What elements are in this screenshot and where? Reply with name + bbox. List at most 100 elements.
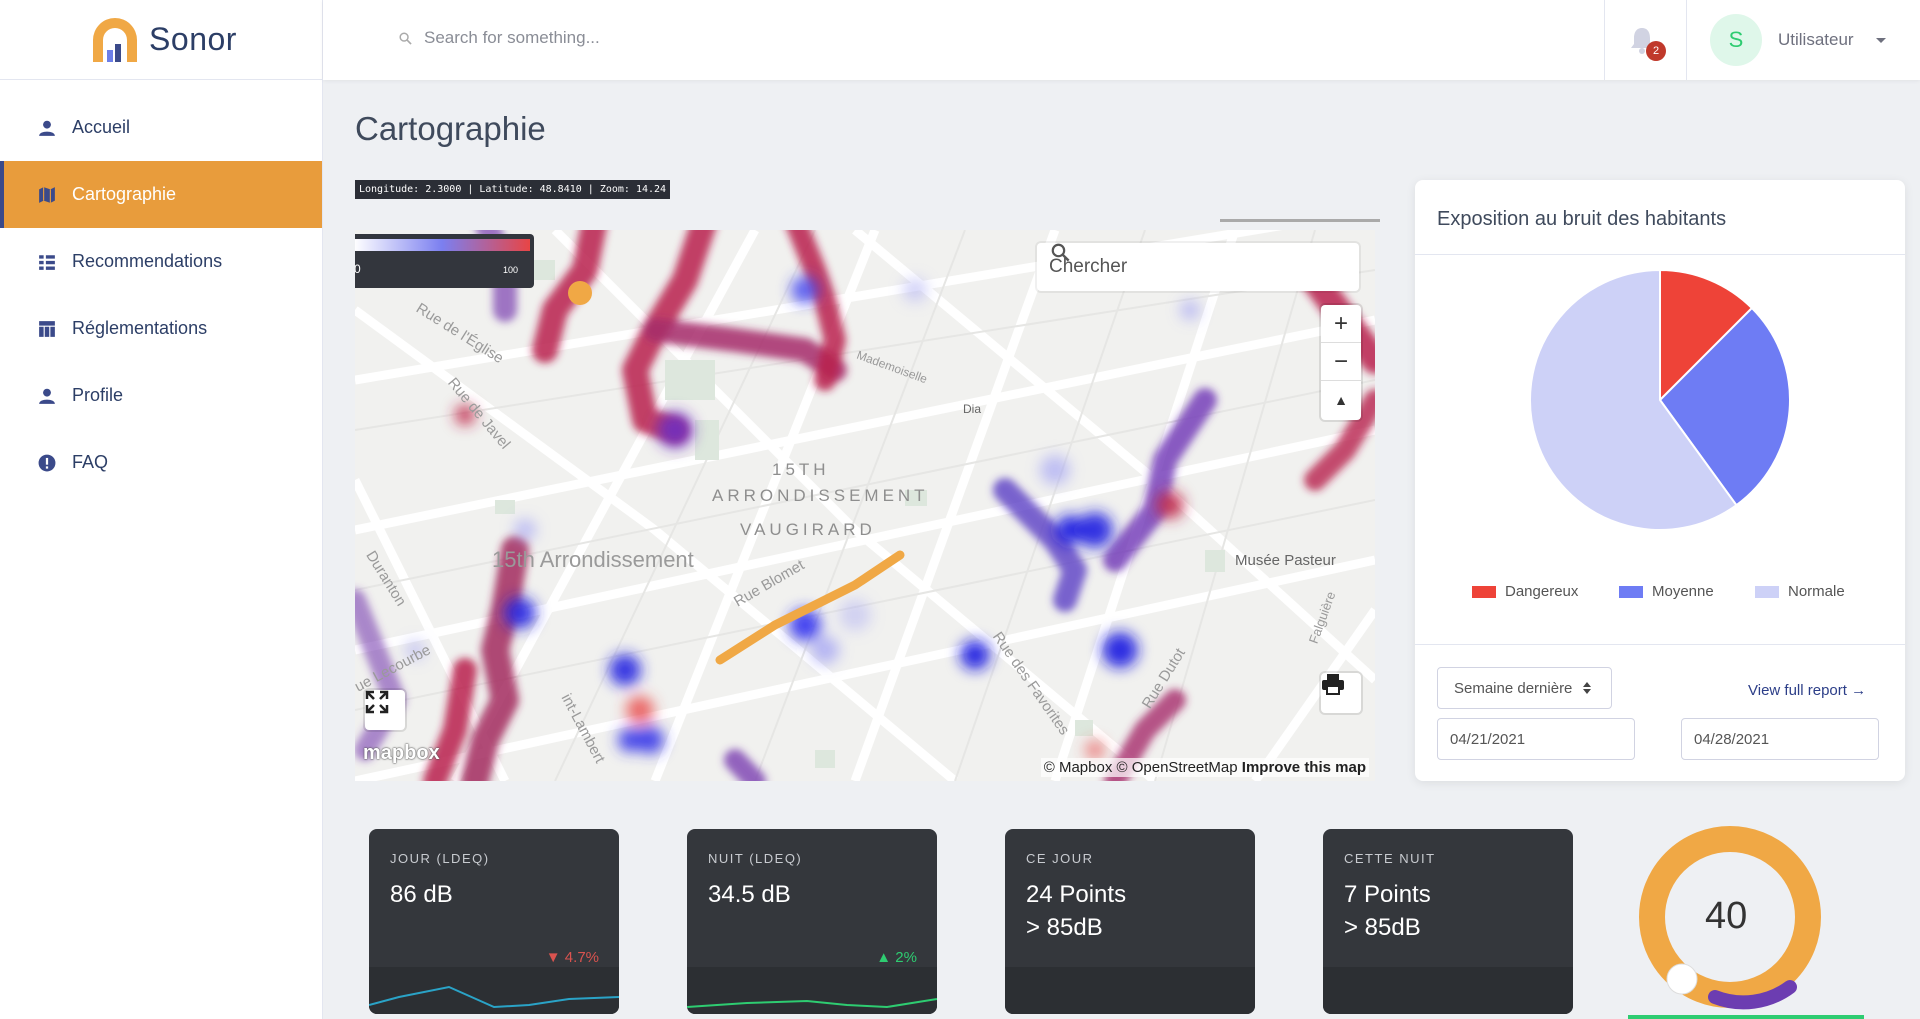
map-label: 15TH <box>772 460 830 479</box>
sidebar-item-label: Profile <box>72 385 124 405</box>
stat-trend: ▲ 2% <box>876 949 917 966</box>
stat-card-nuit: NUIT (LDEQ) 34.5 dB ▲ 2% <box>687 829 937 1014</box>
sparkline <box>687 967 937 1014</box>
stat-value-line2: > 85dB <box>1026 914 1103 941</box>
map-color-legend: 0 100 <box>355 234 534 288</box>
legend-label: Moyenne <box>1652 583 1714 600</box>
stat-card-ce-jour: CE JOUR 24 Points > 85dB <box>1005 829 1255 1014</box>
gauge-value: 40 <box>1705 895 1748 937</box>
username-dropdown[interactable]: Utilisateur <box>1778 30 1854 49</box>
sparkline <box>1323 967 1573 1014</box>
sidebar-item-profile[interactable]: Profile <box>0 362 322 429</box>
map-search <box>1037 243 1359 291</box>
map-icon <box>39 186 55 203</box>
noise-heat-spots <box>405 276 1200 760</box>
period-select[interactable]: Semaine dernière <box>1437 667 1612 709</box>
zoom-out-button[interactable]: − <box>1321 343 1361 381</box>
sidebar-item-label: Cartographie <box>72 184 177 204</box>
stat-card-jour: JOUR (LDEQ) 86 dB ▼ 4.7% <box>369 829 619 1014</box>
selected-route-trace[interactable] <box>715 550 905 665</box>
stat-trend: ▼ 4.7% <box>545 949 599 966</box>
legend-item-dangereux: Dangereux <box>1472 583 1578 600</box>
attribution-osm[interactable]: © Mapbox © OpenStreetMap <box>1043 759 1238 776</box>
exposure-pie-chart <box>1529 270 1791 531</box>
mapbox-logo[interactable]: mapbox <box>363 742 440 764</box>
stat-value-line1: 24 Points <box>1026 881 1127 908</box>
exposure-card: Exposition au bruit des habitants Danger… <box>1415 180 1905 781</box>
search-icon <box>399 31 412 45</box>
score-gauge <box>1639 826 1821 1010</box>
gauge-knob[interactable] <box>1666 963 1698 995</box>
sidebar-item-reglementations[interactable]: Réglementations <box>0 295 322 362</box>
stat-value: 34.5 dB <box>708 881 791 908</box>
stat-label: NUIT (LDEQ) <box>708 851 803 866</box>
view-full-report-link[interactable]: View full report → <box>1748 682 1867 699</box>
date-start-input[interactable]: 04/21/2021 <box>1437 718 1635 760</box>
sidebar: Sonor Accueil Cartographie Recommendatio… <box>0 0 323 1019</box>
improve-map-link[interactable]: Improve this map <box>1241 759 1366 776</box>
legend-swatch <box>1472 585 1496 598</box>
date-end-input[interactable]: 04/28/2021 <box>1681 718 1879 760</box>
legend-item-normale: Normale <box>1755 583 1845 600</box>
map-attribution: © Mapbox © OpenStreetMap Improve this ma… <box>1040 758 1369 777</box>
map-label: VAUGIRARD <box>740 520 876 539</box>
sidebar-item-accueil[interactable]: Accueil <box>0 94 322 161</box>
expand-icon <box>365 690 389 714</box>
info-circle-icon <box>38 454 56 471</box>
legend-swatch <box>1755 585 1779 598</box>
stat-value: 86 dB <box>390 881 453 908</box>
avatar[interactable]: S <box>1710 14 1762 66</box>
legend-item-moyenne: Moyenne <box>1619 583 1714 600</box>
map-search-input[interactable] <box>1049 256 1289 278</box>
map-zoom-control: + − ▲ <box>1321 305 1361 420</box>
topbar-divider <box>1604 0 1605 80</box>
sidebar-item-recommendations[interactable]: Recommendations <box>0 228 322 295</box>
user-icon <box>39 120 55 136</box>
legend-label: Normale <box>1788 583 1845 600</box>
sidebar-item-label: FAQ <box>72 452 109 472</box>
legend-gradient <box>355 239 530 251</box>
topbar-divider <box>1686 0 1687 80</box>
sidebar-item-cartographie[interactable]: Cartographie <box>0 161 322 228</box>
sonor-logo-icon <box>93 17 138 62</box>
stat-value-line2: > 85dB <box>1344 914 1421 941</box>
global-search <box>399 28 844 48</box>
fullscreen-button[interactable] <box>365 690 405 730</box>
gauge-status-bar <box>1628 1015 1864 1019</box>
legend-swatch <box>1619 585 1643 598</box>
user-icon <box>39 388 55 404</box>
compass-button[interactable]: ▲ <box>1334 392 1348 408</box>
pie-slice-dangereux[interactable] <box>1659 270 1754 403</box>
pie-slice-normale[interactable] <box>1529 270 1738 531</box>
brand[interactable]: Sonor <box>0 0 322 80</box>
search-icon <box>1051 243 1070 262</box>
bell-icon[interactable] <box>1629 26 1655 54</box>
search-input[interactable] <box>424 28 844 48</box>
selected-point-marker[interactable] <box>568 281 592 305</box>
exposure-card-title: Exposition au bruit des habitants <box>1415 180 1905 255</box>
stat-label: JOUR (LDEQ) <box>390 851 490 866</box>
pie-slice-moyenne[interactable] <box>1658 306 1791 507</box>
sidebar-item-label: Accueil <box>72 117 131 137</box>
brand-name: Sonor <box>149 21 237 57</box>
map-label: Musée Pasteur <box>1235 552 1336 569</box>
noise-heat-traces <box>355 230 1375 781</box>
sidebar-item-faq[interactable]: FAQ <box>0 429 322 496</box>
legend-max: 100 <box>503 265 519 275</box>
print-button[interactable] <box>1321 673 1361 713</box>
gauge-progress-arc <box>1708 980 1797 1010</box>
stat-label: CETTE NUIT <box>1344 851 1436 866</box>
zoom-in-button[interactable]: + <box>1321 305 1361 343</box>
map-canvas[interactable] <box>355 230 1375 781</box>
card-divider <box>1415 644 1905 645</box>
map-label: Dia <box>963 402 982 416</box>
noise-map[interactable]: 15TH ARRONDISSEMENT VAUGIRARD 15th Arron… <box>355 230 1375 781</box>
stat-value-line1: 7 Points <box>1344 881 1431 908</box>
stat-label: CE JOUR <box>1026 851 1094 866</box>
map-label: ARRONDISSEMENT <box>712 486 929 505</box>
map-coords-readout: Longitude: 2.3000 | Latitude: 48.8410 | … <box>355 180 671 199</box>
stat-card-cette-nuit: CETTE NUIT 7 Points > 85dB <box>1323 829 1573 1014</box>
stat-value: 24 Points > 85dB <box>1026 878 1126 944</box>
map-divider <box>1220 219 1380 222</box>
caret-down-icon[interactable] <box>1876 38 1886 43</box>
